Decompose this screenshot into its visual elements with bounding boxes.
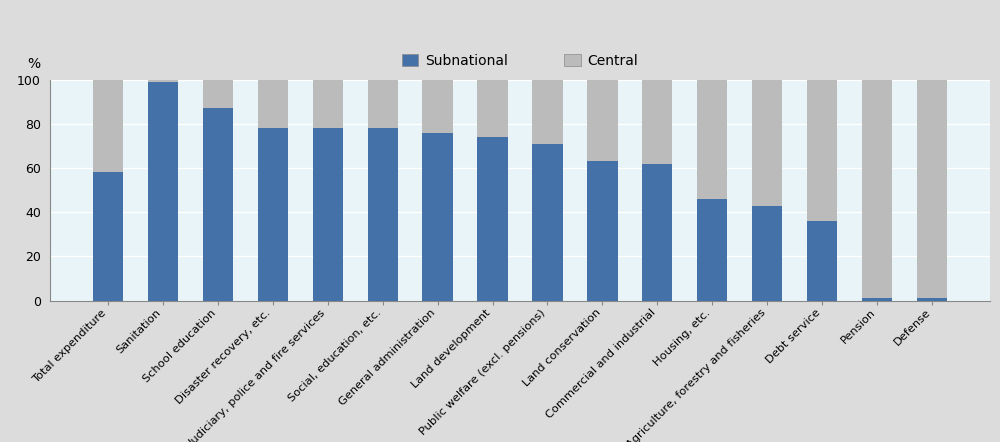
Legend: Subnational, Central: Subnational, Central — [395, 47, 645, 75]
Bar — [477, 80, 508, 137]
Bar — [422, 80, 453, 133]
Bar — [917, 298, 947, 301]
Bar — [203, 80, 233, 108]
Text: %: % — [27, 57, 41, 71]
Bar — [697, 199, 727, 301]
Bar — [917, 80, 947, 298]
Bar — [862, 80, 892, 298]
Bar — [368, 80, 398, 128]
Bar — [148, 80, 178, 82]
Bar — [203, 108, 233, 301]
Bar — [752, 206, 782, 301]
Bar — [807, 221, 837, 301]
Bar — [368, 128, 398, 301]
Bar — [258, 80, 288, 128]
Bar — [587, 80, 618, 161]
Bar — [422, 133, 453, 301]
Bar — [862, 298, 892, 301]
Bar — [148, 82, 178, 301]
Bar — [642, 164, 672, 301]
Bar — [532, 144, 563, 301]
Bar — [93, 172, 123, 301]
Bar — [258, 128, 288, 301]
Bar — [532, 80, 563, 144]
Bar — [313, 80, 343, 128]
Bar — [697, 80, 727, 199]
Bar — [93, 80, 123, 172]
Bar — [313, 128, 343, 301]
Bar — [752, 80, 782, 206]
Bar — [477, 137, 508, 301]
Bar — [642, 80, 672, 164]
Bar — [587, 161, 618, 301]
Bar — [807, 80, 837, 221]
